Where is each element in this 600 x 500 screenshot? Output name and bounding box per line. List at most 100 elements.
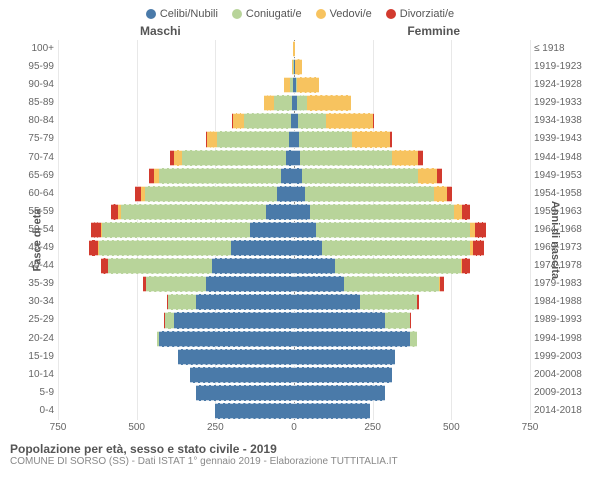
- legend-swatch: [386, 9, 396, 19]
- age-row: 25-291989-1993: [58, 311, 530, 329]
- bar-zone: [58, 367, 530, 383]
- bar-male: [58, 222, 294, 238]
- legend-swatch: [232, 9, 242, 19]
- legend-item: Vedovi/e: [316, 8, 372, 20]
- segment-married: [159, 168, 282, 184]
- bar-male: [58, 150, 294, 166]
- segment-single: [196, 294, 294, 310]
- segment-divorced: [410, 312, 411, 328]
- segment-married: [102, 222, 250, 238]
- birth-label: 1974-1978: [534, 260, 590, 271]
- segment-single: [281, 168, 294, 184]
- segment-married: [217, 131, 289, 147]
- segment-single: [196, 385, 294, 401]
- segment-widowed: [307, 95, 351, 111]
- age-label: 75-79: [10, 133, 54, 144]
- age-row: 75-791939-1943: [58, 130, 530, 148]
- bar-female: [294, 385, 530, 401]
- header-male: Maschi: [140, 24, 181, 38]
- bar-zone: [58, 349, 530, 365]
- age-row: 70-741944-1948: [58, 149, 530, 167]
- segment-widowed: [297, 77, 319, 93]
- age-row: 15-191999-2003: [58, 348, 530, 366]
- age-row: 85-891929-1933: [58, 94, 530, 112]
- gridline: [530, 40, 531, 420]
- bar-male: [58, 349, 294, 365]
- bar-male: [58, 41, 294, 57]
- segment-single: [294, 385, 385, 401]
- birth-label: 1919-1923: [534, 61, 590, 72]
- bar-zone: [58, 131, 530, 147]
- segment-single: [206, 276, 294, 292]
- segment-married: [145, 186, 277, 202]
- segment-single: [294, 186, 305, 202]
- segment-single: [286, 150, 294, 166]
- bar-zone: [58, 385, 530, 401]
- segment-divorced: [462, 258, 470, 274]
- age-row: 5-92009-2013: [58, 384, 530, 402]
- age-label: 50-54: [10, 224, 54, 235]
- bar-female: [294, 168, 530, 184]
- age-label: 0-4: [10, 405, 54, 416]
- footer-title: Popolazione per età, sesso e stato civil…: [10, 442, 590, 456]
- birth-label: 1949-1953: [534, 170, 590, 181]
- x-tick-label: 250: [207, 422, 224, 433]
- bar-male: [58, 95, 294, 111]
- segment-married: [121, 204, 266, 220]
- birth-label: 1944-1948: [534, 152, 590, 163]
- bar-female: [294, 294, 530, 310]
- legend: Celibi/NubiliConiugati/eVedovi/eDivorzia…: [10, 8, 590, 20]
- bar-zone: [58, 77, 530, 93]
- bar-male: [58, 276, 294, 292]
- birth-label: 2014-2018: [534, 405, 590, 416]
- segment-married: [274, 95, 293, 111]
- bar-zone: [58, 204, 530, 220]
- bar-zone: [58, 276, 530, 292]
- bar-female: [294, 240, 530, 256]
- age-label: 55-59: [10, 206, 54, 217]
- segment-divorced: [111, 204, 119, 220]
- segment-single: [294, 204, 310, 220]
- bar-female: [294, 113, 530, 129]
- age-row: 20-241994-1998: [58, 330, 530, 348]
- age-label: 60-64: [10, 188, 54, 199]
- age-row: 80-841934-1938: [58, 112, 530, 130]
- x-tick-label: 750: [522, 422, 539, 433]
- age-row: 55-591959-1963: [58, 203, 530, 221]
- age-row: 10-142004-2008: [58, 366, 530, 384]
- segment-widowed: [295, 59, 303, 75]
- birth-label: 1964-1968: [534, 224, 590, 235]
- birth-label: 1939-1943: [534, 133, 590, 144]
- bar-male: [58, 131, 294, 147]
- segment-divorced: [475, 222, 486, 238]
- bar-male: [58, 59, 294, 75]
- segment-married: [310, 204, 455, 220]
- bar-zone: [58, 41, 530, 57]
- bar-female: [294, 41, 530, 57]
- birth-label: 1934-1938: [534, 115, 590, 126]
- segment-single: [294, 403, 370, 419]
- segment-widowed: [454, 204, 462, 220]
- chart-footer: Popolazione per età, sesso e stato civil…: [10, 442, 590, 467]
- age-row: 40-441974-1978: [58, 257, 530, 275]
- segment-married: [316, 222, 470, 238]
- segment-widowed: [392, 150, 419, 166]
- segment-widowed: [352, 131, 390, 147]
- bar-male: [58, 385, 294, 401]
- segment-widowed: [207, 131, 216, 147]
- segment-single: [250, 222, 294, 238]
- bar-female: [294, 150, 530, 166]
- gender-headers: Maschi Femmine: [10, 24, 590, 40]
- legend-swatch: [146, 9, 156, 19]
- age-label: 5-9: [10, 387, 54, 398]
- segment-divorced: [447, 186, 453, 202]
- age-row: 95-991919-1923: [58, 58, 530, 76]
- legend-swatch: [316, 9, 326, 19]
- segment-single: [294, 168, 302, 184]
- legend-label: Celibi/Nubili: [160, 8, 218, 20]
- age-row: 90-941924-1928: [58, 76, 530, 94]
- age-label: 65-69: [10, 170, 54, 181]
- header-female: Femmine: [407, 24, 460, 38]
- bar-male: [58, 186, 294, 202]
- segment-divorced: [418, 150, 423, 166]
